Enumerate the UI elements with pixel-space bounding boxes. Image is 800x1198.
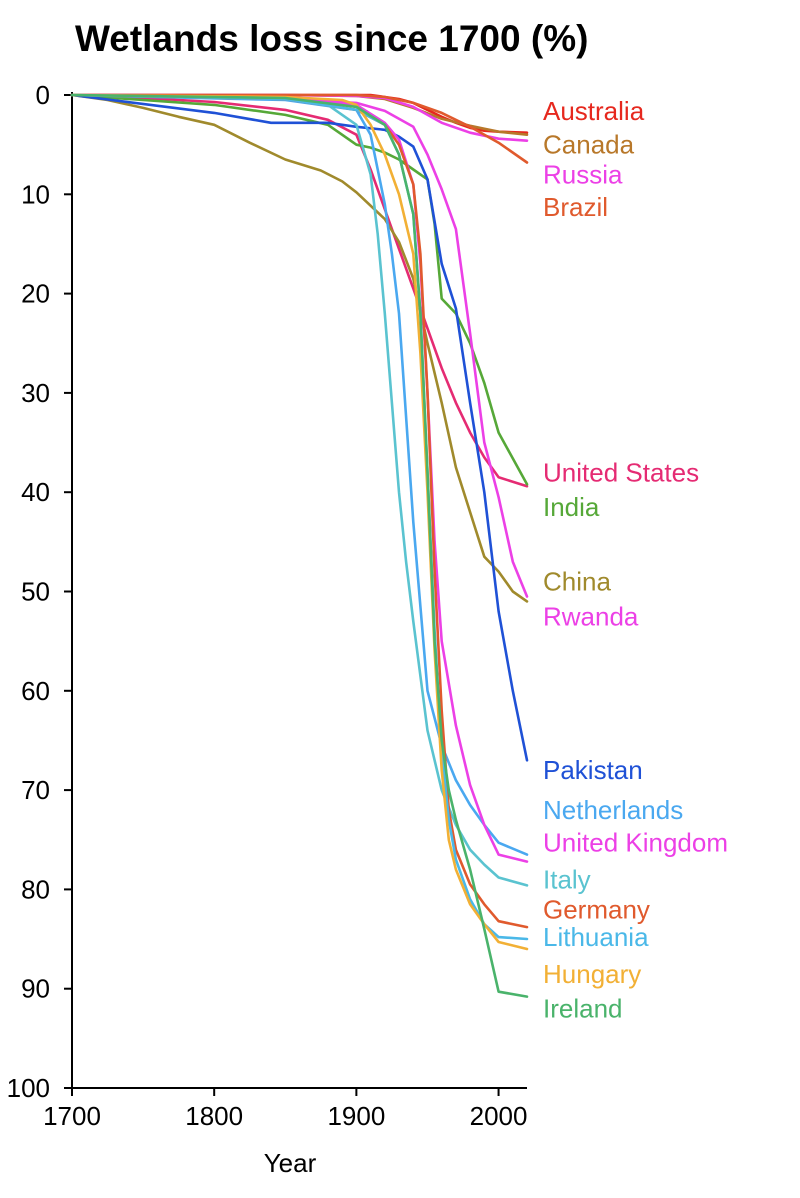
series-label-united-states: United States [543, 457, 699, 487]
series-label-hungary: Hungary [543, 959, 641, 989]
x-axis-label: Year [264, 1148, 317, 1178]
series-label-germany: Germany [543, 894, 650, 924]
y-tick-label: 90 [21, 974, 50, 1004]
y-tick-label: 0 [36, 80, 50, 110]
series-line-brazil [70, 93, 529, 164]
y-tick-label: 100 [7, 1073, 50, 1103]
series-label-ireland: Ireland [543, 994, 623, 1024]
series-label-russia: Russia [543, 159, 623, 189]
series-label-india: India [543, 492, 600, 522]
y-tick-label: 10 [21, 179, 50, 209]
series-label-australia: Australia [543, 96, 645, 126]
series-line-china [70, 93, 529, 603]
x-tick-label: 1900 [327, 1101, 385, 1131]
series-label-canada: Canada [543, 130, 635, 160]
series-line-lithuania [70, 93, 529, 941]
series-lines [70, 93, 529, 998]
x-tick-label: 1800 [185, 1101, 243, 1131]
series-line-ireland [70, 93, 529, 998]
y-tick-label: 70 [21, 775, 50, 805]
chart-title: Wetlands loss since 1700 (%) [75, 18, 589, 59]
y-tick-label: 40 [21, 477, 50, 507]
y-tick-label: 80 [21, 874, 50, 904]
x-tick-label: 2000 [470, 1101, 528, 1131]
series-line-rwanda [70, 93, 529, 598]
series-label-china: China [543, 567, 611, 597]
y-tick-label: 60 [21, 676, 50, 706]
series-label-brazil: Brazil [543, 192, 608, 222]
series-line-hungary [70, 93, 529, 951]
y-tick-label: 50 [21, 577, 50, 607]
series-label-italy: Italy [543, 864, 591, 894]
x-tick-label: 1700 [43, 1101, 101, 1131]
series-line-pakistan [70, 93, 529, 762]
series-line-netherlands [70, 93, 529, 856]
series-label-united-kingdom: United Kingdom [543, 828, 728, 858]
series-label-netherlands: Netherlands [543, 795, 683, 825]
series-label-pakistan: Pakistan [543, 755, 643, 785]
series-line-italy [70, 93, 529, 887]
y-tick-label: 20 [21, 279, 50, 309]
series-line-india [70, 93, 529, 486]
series-label-rwanda: Rwanda [543, 601, 639, 631]
series-line-united-states [70, 93, 529, 488]
series-line-germany [70, 93, 529, 929]
y-tick-label: 30 [21, 378, 50, 408]
series-label-lithuania: Lithuania [543, 922, 649, 952]
